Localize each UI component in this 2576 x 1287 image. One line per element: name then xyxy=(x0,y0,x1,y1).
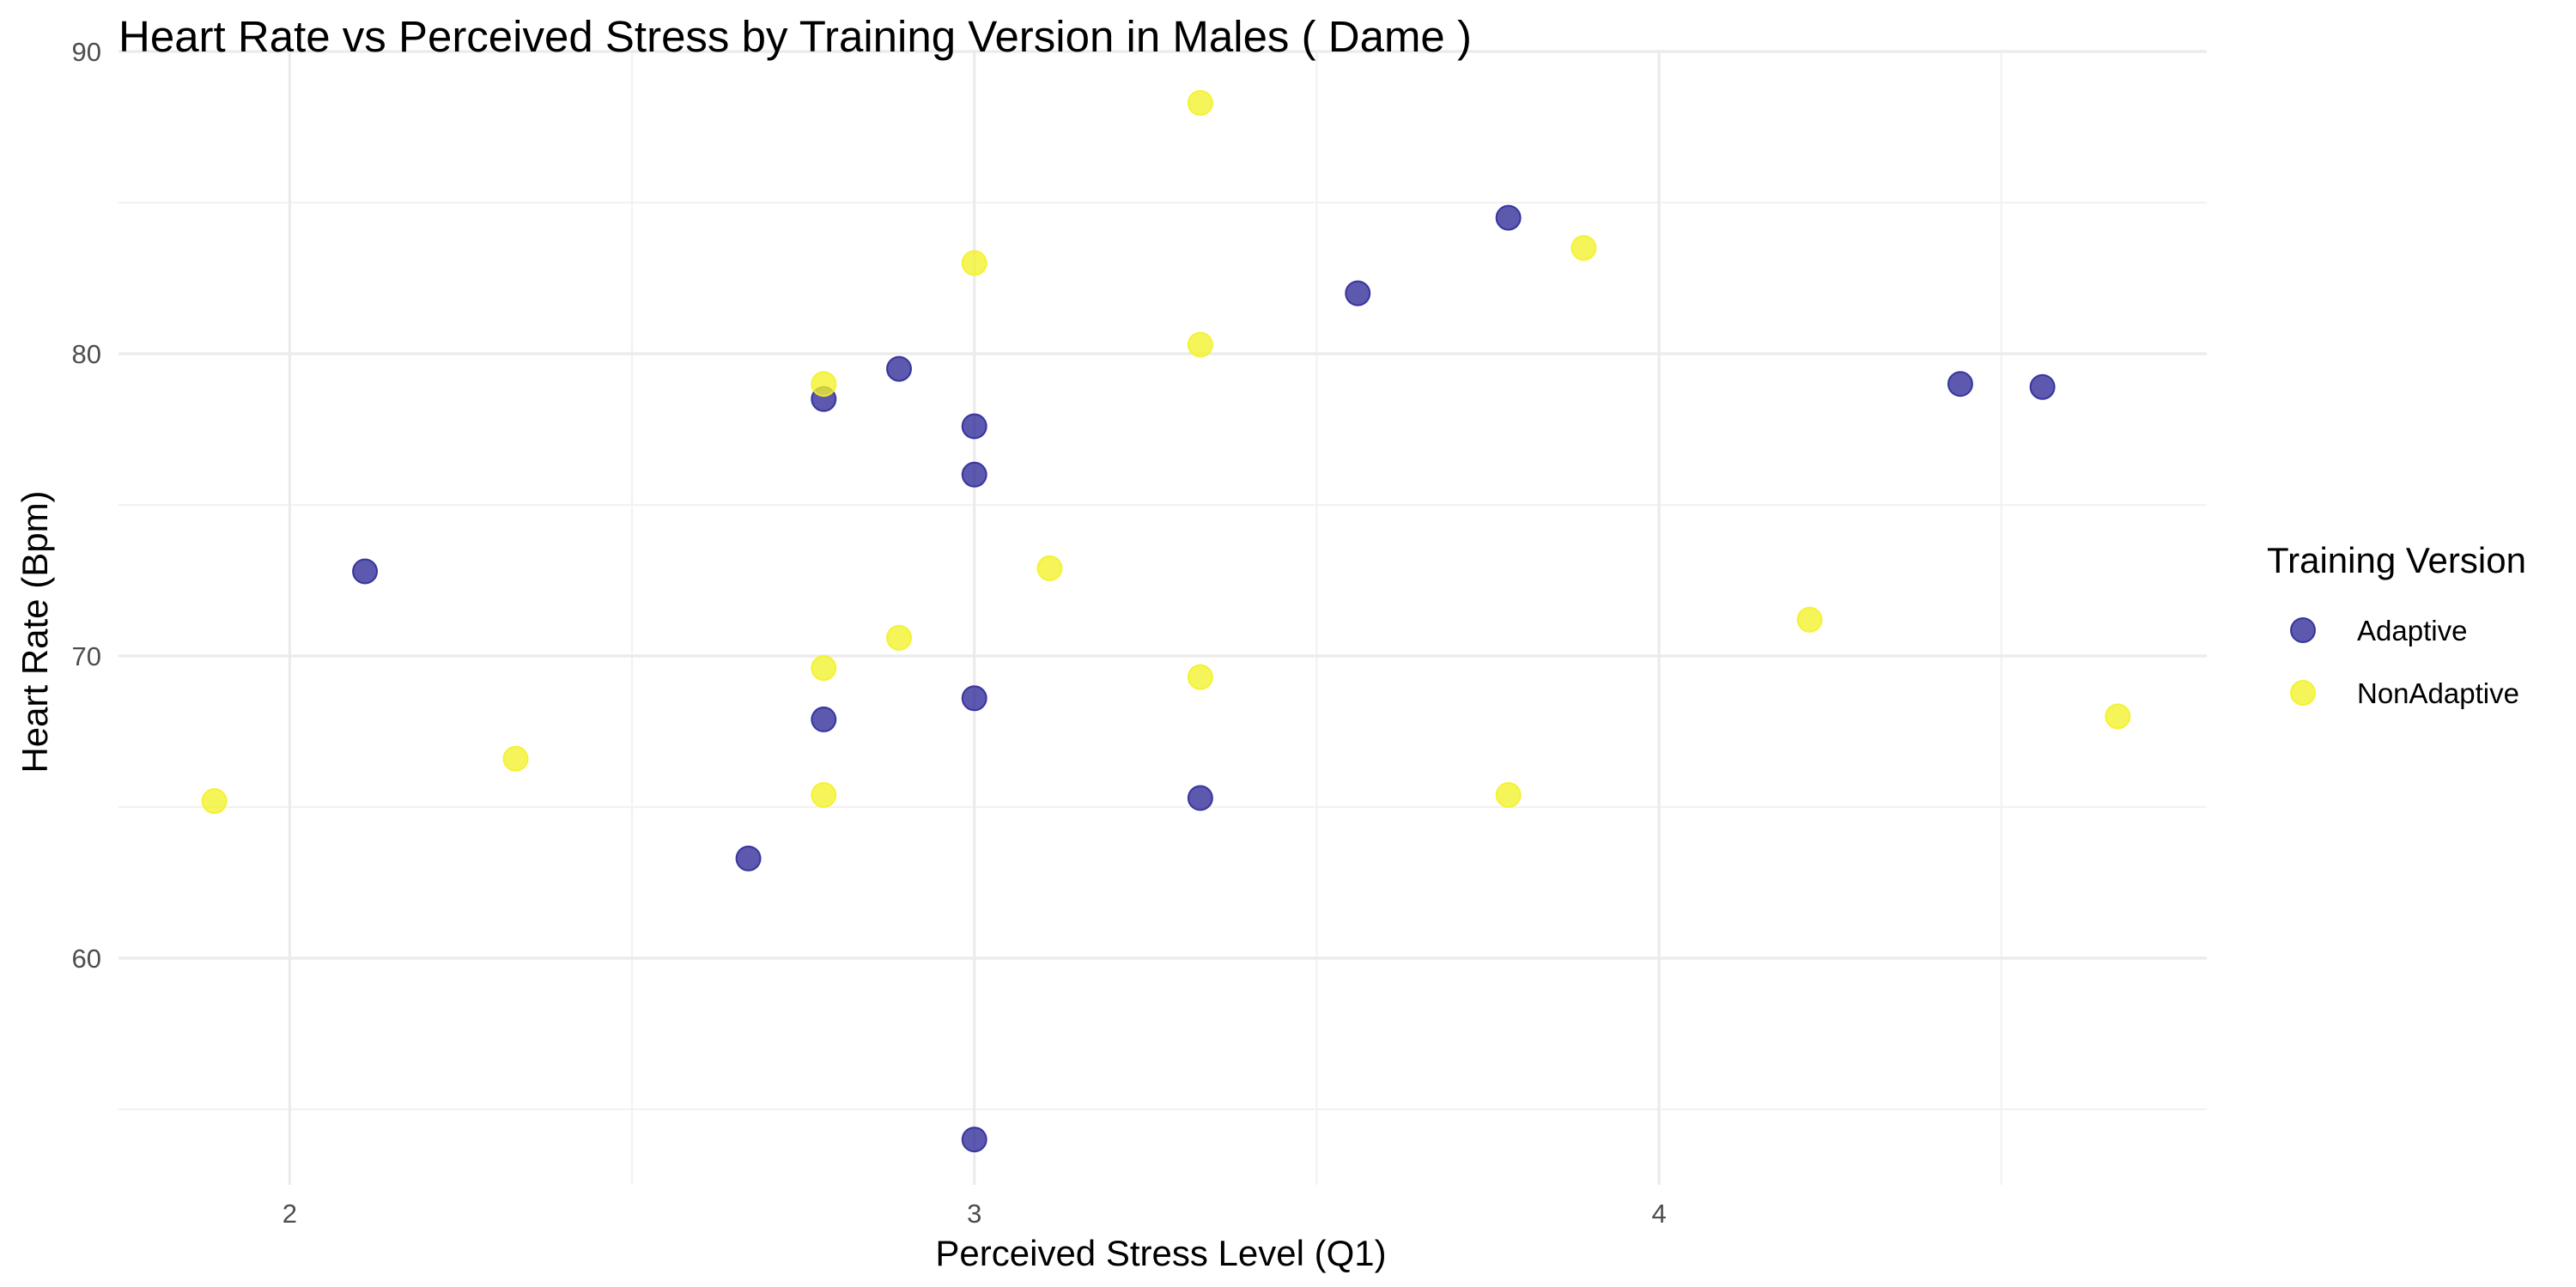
y-axis-title: Heart Rate (Bpm) xyxy=(15,490,55,773)
point-adaptive xyxy=(1947,371,1973,398)
y-tick-label: 60 xyxy=(72,944,101,974)
x-tick-label: 2 xyxy=(283,1199,297,1229)
point-nonadaptive xyxy=(2105,703,2131,730)
point-adaptive xyxy=(352,558,379,585)
legend-label-adaptive: Adaptive xyxy=(2357,615,2467,647)
point-adaptive xyxy=(961,685,987,712)
point-nonadaptive xyxy=(1036,555,1063,581)
point-nonadaptive xyxy=(811,781,837,808)
point-adaptive xyxy=(1187,785,1213,811)
point-adaptive xyxy=(735,845,762,871)
legend: Training Version Adaptive NonAdaptive xyxy=(2267,540,2526,709)
x-tick-label: 3 xyxy=(967,1199,981,1229)
point-nonadaptive xyxy=(1187,331,1213,358)
point-nonadaptive xyxy=(1571,234,1597,261)
point-nonadaptive xyxy=(1187,664,1213,690)
data-points xyxy=(201,89,2131,1153)
point-adaptive xyxy=(811,706,837,732)
point-nonadaptive xyxy=(502,745,529,772)
point-adaptive xyxy=(961,461,987,488)
point-adaptive xyxy=(1345,280,1371,307)
legend-title: Training Version xyxy=(2267,540,2526,580)
point-adaptive xyxy=(1495,204,1522,231)
point-adaptive xyxy=(886,355,913,382)
tick-labels: 2 3 4 60 70 80 90 xyxy=(72,37,1667,1229)
point-adaptive xyxy=(2029,373,2056,400)
legend-key-adaptive xyxy=(2290,617,2316,643)
point-nonadaptive xyxy=(811,371,837,398)
point-nonadaptive xyxy=(811,655,837,682)
point-adaptive xyxy=(961,413,987,440)
legend-label-nonadaptive: NonAdaptive xyxy=(2357,677,2519,709)
point-nonadaptive xyxy=(961,250,987,276)
x-axis-title: Perceived Stress Level (Q1) xyxy=(935,1233,1386,1273)
point-nonadaptive xyxy=(201,787,228,814)
point-nonadaptive xyxy=(1495,781,1522,808)
point-nonadaptive xyxy=(1187,89,1213,116)
y-tick-label: 70 xyxy=(72,641,101,671)
chart-title: Heart Rate vs Perceived Stress by Traini… xyxy=(118,12,1472,61)
gridlines xyxy=(118,50,2207,1185)
point-nonadaptive xyxy=(1796,606,1823,633)
legend-items: Adaptive NonAdaptive xyxy=(2290,615,2519,709)
y-tick-label: 90 xyxy=(72,37,101,67)
y-tick-label: 80 xyxy=(72,339,101,369)
legend-key-nonadaptive xyxy=(2290,680,2316,706)
x-tick-label: 4 xyxy=(1651,1199,1666,1229)
point-adaptive xyxy=(961,1126,987,1153)
point-nonadaptive xyxy=(886,624,913,651)
